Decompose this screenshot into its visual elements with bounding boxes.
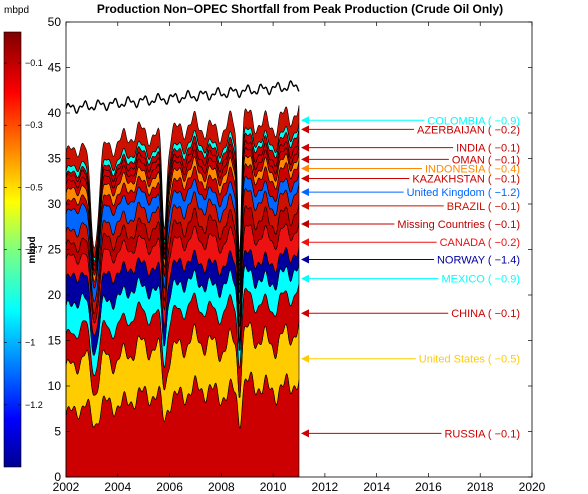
y-tick-label: 45	[48, 61, 62, 75]
country-arrow-head	[301, 155, 309, 164]
country-arrow-head	[301, 429, 309, 438]
y-tick-label: 50	[48, 15, 62, 29]
colorbar-tick-label: −0.1	[25, 58, 43, 68]
country-label: Missing Countries ( −0.1)	[397, 219, 520, 231]
x-tick-label: 2006	[156, 480, 183, 494]
country-arrow-head	[301, 354, 309, 363]
country-label: CANADA ( −0.2)	[440, 237, 520, 249]
y-tick-label: 5	[54, 425, 61, 439]
country-arrow-head	[301, 125, 309, 134]
colorbar-tick-label: −0.7	[25, 245, 43, 255]
country-arrow-head	[301, 174, 309, 183]
country-label: MEXICO ( −0.9)	[441, 274, 520, 286]
country-label: NORWAY ( −1.4)	[437, 255, 520, 267]
annotations: RUSSIA ( −0.1) United States ( −0.5) CHINA…	[301, 115, 520, 440]
country-arrow-head	[301, 116, 309, 125]
country-arrow-head	[301, 255, 309, 264]
y-tick-label: 40	[48, 106, 62, 120]
x-tick-label: 2014	[363, 480, 390, 494]
country-arrow-head	[301, 143, 309, 152]
y-tick-label: 30	[48, 197, 62, 211]
colorbar-tick-label: −0.3	[25, 120, 43, 130]
country-label: INDIA ( −0.1)	[456, 143, 520, 155]
x-tick-label: 2002	[53, 480, 80, 494]
country-label: United States ( −0.5)	[419, 354, 520, 366]
x-tick-label: 2010	[260, 480, 287, 494]
colorbar-unit: mbpd	[4, 5, 29, 16]
country-label: INDONESIA ( −0.4)	[425, 164, 520, 176]
country-arrow-head	[301, 201, 309, 210]
country-arrow-head	[301, 164, 309, 173]
colorbar-tick-label: −0.5	[25, 182, 43, 192]
y-tick-label: 20	[48, 288, 62, 302]
colorbar-tick-label: −1	[25, 338, 35, 348]
country-label: BRAZIL ( −0.1)	[447, 201, 520, 213]
x-tick-label: 2020	[519, 480, 546, 494]
country-label: CHINA ( −0.1)	[451, 308, 520, 320]
country-label: AZERBAIJAN ( −0.2)	[417, 124, 520, 136]
country-arrow-head	[301, 220, 309, 229]
axes: 0 5 10 15 20 25 30 35 40 45 50 2002 2004 2006 2008 2010…	[48, 15, 546, 494]
country-arrow-head	[301, 188, 309, 197]
y-tick-label: 0	[54, 470, 61, 484]
colorbar: −0.1 −0.3 −0.5 −0.7 −1 −1.2 mbpd mbpd	[3, 5, 43, 468]
country-arrow-head	[301, 238, 309, 247]
colorbar-tick-label: −1.2	[25, 400, 43, 410]
y-tick-label: 35	[48, 152, 62, 166]
y-tick-label: 25	[48, 243, 62, 257]
y-tick-label: 10	[48, 379, 62, 393]
area-series-other	[65, 105, 300, 262]
country-label: United Kingdom ( −1.2)	[407, 187, 520, 199]
colorbar-label: mbpd	[27, 236, 38, 263]
country-label: KAZAKHSTAN ( −0.1)	[412, 174, 520, 186]
chart-title: Production Non−OPEC Shortfall from Peak …	[97, 2, 503, 16]
country-arrow-head	[301, 274, 309, 283]
x-tick-label: 2016	[415, 480, 442, 494]
y-tick-label: 15	[48, 334, 62, 348]
x-tick-label: 2018	[467, 480, 494, 494]
country-label: RUSSIA ( −0.1)	[444, 428, 520, 440]
country-label: OMAN ( −0.1)	[452, 154, 520, 166]
peak-production-line	[65, 80, 300, 115]
country-arrow-head	[301, 309, 309, 318]
country-label: COLOMBIA ( −0.9)	[427, 115, 520, 127]
x-tick-label: 2004	[104, 480, 131, 494]
plot-area	[65, 80, 300, 478]
x-tick-label: 2012	[312, 480, 339, 494]
x-tick-label: 2008	[208, 480, 235, 494]
